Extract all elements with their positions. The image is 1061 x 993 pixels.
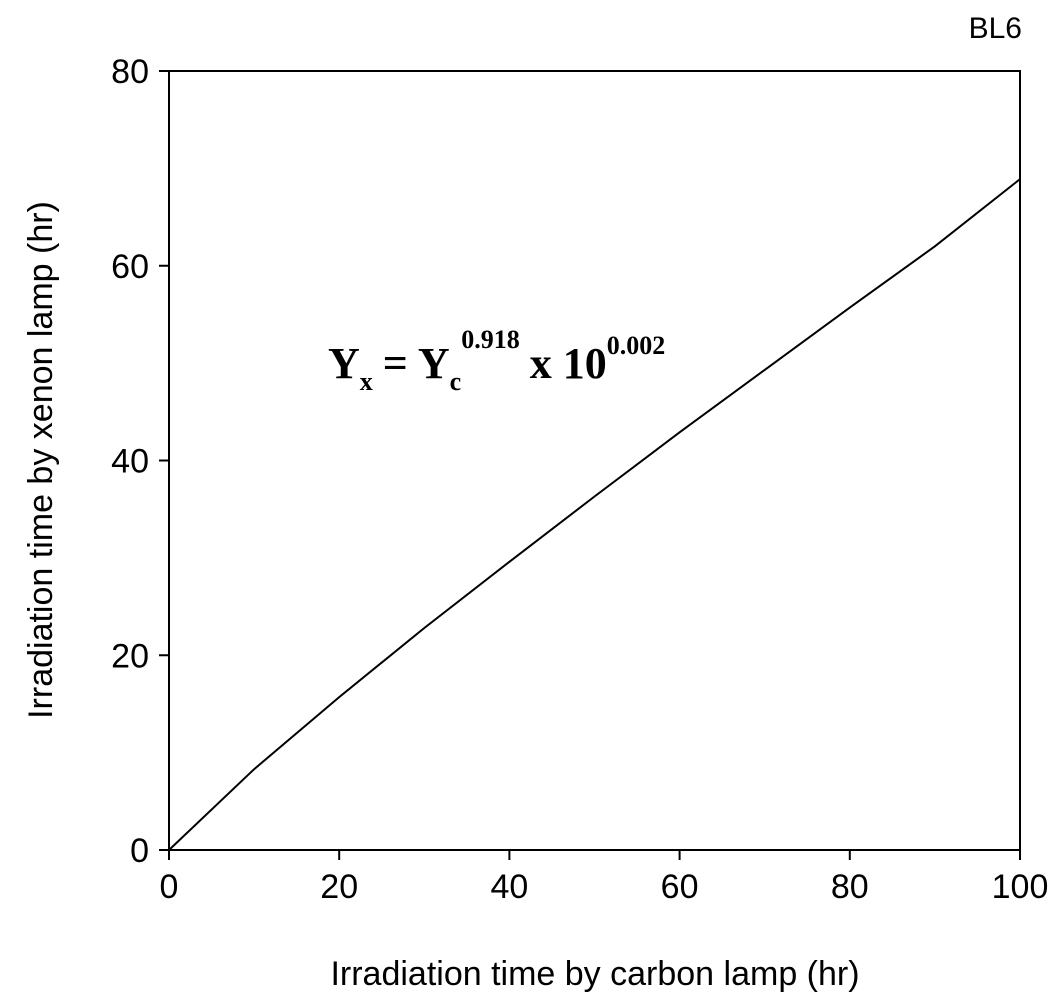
x-axis-ticks: 0 20 40 60 80 100 [160,850,1049,906]
y-tick-label: 0 [130,832,149,870]
y-axis-ticks: 0 20 40 60 80 [111,53,169,870]
eq-base-c: Y [418,339,450,388]
y-tick-label: 60 [111,248,149,286]
x-tick-label: 20 [320,868,358,906]
y-axis-title: Irradiation time by xenon lamp (hr) [22,201,60,719]
y-tick-label: 40 [111,443,149,481]
corner-label: BL6 [969,12,1022,45]
x-tick-label: 100 [992,868,1049,906]
x-tick-label: 40 [490,868,528,906]
eq-times-ten: x 10 [530,339,607,388]
x-axis-title: Irradiation time by carbon lamp (hr) [330,955,859,993]
series-layer [168,178,1021,851]
eq-base-y: Y [328,339,360,388]
eq-exp-c: 0.918 [461,325,520,354]
eq-sub-c: c [450,367,462,396]
x-tick-label: 60 [661,868,699,906]
x-tick-label: 0 [160,868,179,906]
series-line-0 [168,178,1021,851]
y-tick-label: 20 [111,637,149,675]
eq-sub-x: x [360,367,373,396]
y-tick-label: 80 [111,53,149,91]
eq-exp-ten: 0.002 [607,331,666,360]
eq-equals: = [383,339,408,388]
x-tick-label: 80 [831,868,869,906]
equation-annotation: Yx = Yc0.918 x 100.002 [328,325,665,396]
